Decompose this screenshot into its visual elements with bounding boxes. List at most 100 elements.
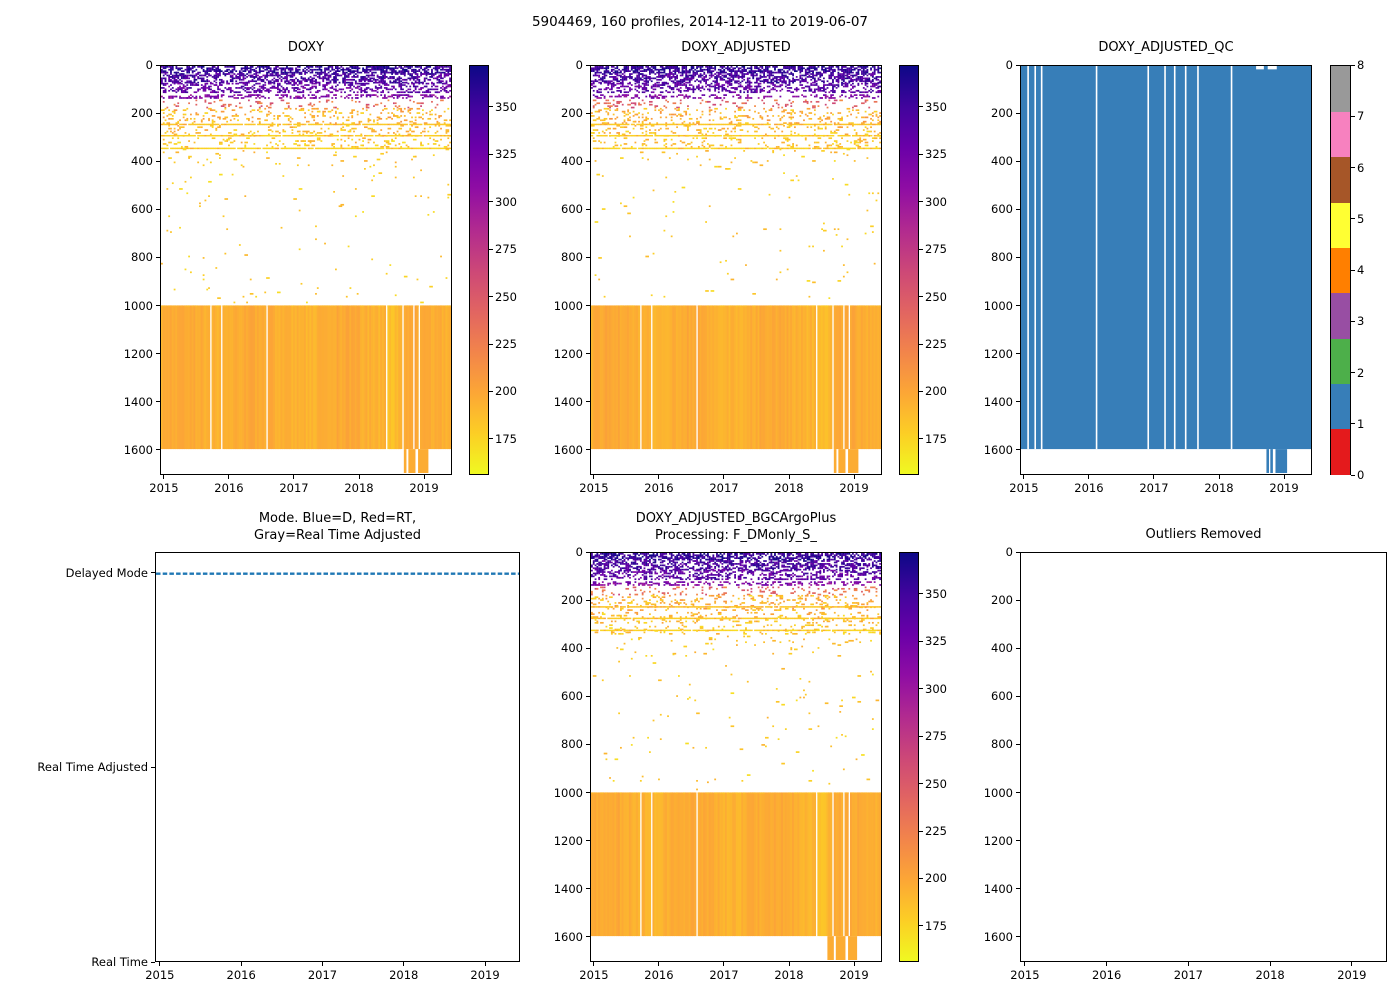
y-tick-mark: [586, 840, 590, 842]
y-tick-mark: [151, 961, 155, 963]
x-tick-label: 2017: [279, 481, 309, 495]
colorbar-tick-label: 175: [925, 918, 947, 933]
colorbar-tick-label: 6: [1357, 160, 1365, 175]
colorbar-tick-label: 325: [495, 147, 517, 162]
colorbar-tick-mark: [1351, 115, 1355, 117]
x-tick-label: 2016: [644, 481, 674, 495]
x-tick-mark: [1153, 475, 1155, 479]
y-tick-label: 1600: [983, 929, 1013, 944]
colorbar-tick-mark: [1351, 64, 1355, 66]
colorbar-tick-mark: [919, 877, 923, 879]
x-tick-label: 2017: [709, 968, 739, 982]
colorbar-tick-label: 300: [925, 681, 947, 696]
colorbar-tick-label: 275: [925, 242, 947, 257]
y-tick-label: 1400: [123, 394, 153, 409]
y-tick-mark: [586, 551, 590, 553]
x-tick-label: 2017: [1173, 968, 1204, 982]
colorbar-tick-label: 200: [925, 871, 947, 886]
x-tick-label: 2015: [149, 481, 179, 495]
x-tick-mark: [163, 475, 165, 479]
figure-title: 5904469, 160 profiles, 2014-12-11 to 201…: [531, 14, 869, 30]
x-tick-mark: [240, 962, 242, 966]
y-tick-mark: [586, 256, 590, 258]
y-tick-label: 600: [991, 202, 1013, 217]
colorbar-tick-label: 175: [925, 431, 947, 446]
y-tick-mark: [586, 792, 590, 794]
colorbar-tick-label: 325: [925, 634, 947, 649]
colorbar-tick-mark: [919, 438, 923, 440]
x-tick-label: 2018: [1204, 481, 1234, 495]
colorbar-tick-label: 225: [925, 337, 947, 352]
x-tick-mark: [1269, 962, 1271, 966]
y-tick-label: Delayed Mode: [65, 565, 148, 580]
x-tick-mark: [403, 962, 405, 966]
y-tick-mark: [156, 64, 160, 66]
qc-colorbar-segment-2: [1331, 338, 1350, 384]
y-tick-mark: [1016, 401, 1020, 403]
colorbar-tick-label: 275: [495, 242, 517, 257]
y-tick-mark: [586, 888, 590, 890]
x-tick-mark: [853, 962, 855, 966]
y-tick-label: 600: [561, 202, 583, 217]
y-tick-mark: [1016, 353, 1020, 355]
colorbar-tick-label: 225: [925, 824, 947, 839]
x-tick-mark: [1218, 475, 1220, 479]
x-tick-label: 2019: [1269, 481, 1299, 495]
y-tick-label: 1400: [983, 881, 1013, 896]
y-tick-label: 1000: [553, 785, 583, 800]
x-tick-label: 2019: [409, 481, 439, 495]
y-tick-label: 1400: [553, 881, 583, 896]
colorbar-tick-mark: [1351, 167, 1355, 168]
y-tick-mark: [586, 112, 590, 114]
x-tick-label: 2019: [839, 481, 869, 495]
y-tick-label: 200: [991, 106, 1013, 121]
qc-discrete-colorbar: [1330, 65, 1351, 475]
x-tick-mark: [1023, 475, 1025, 479]
x-tick-mark: [228, 475, 230, 479]
subplot-title-doxy-adjusted: DOXY_ADJUSTED: [681, 40, 791, 55]
y-tick-mark: [156, 449, 160, 451]
colorbar-tick-label: 350: [925, 586, 947, 601]
colorbar-tick-label: 2: [1357, 365, 1365, 380]
x-tick-label: 2015: [579, 481, 609, 495]
x-tick-label: 2019: [839, 968, 869, 982]
y-tick-label: 200: [131, 106, 153, 121]
x-tick-label: 2015: [1010, 968, 1040, 982]
qc-colorbar-segment-1: [1331, 383, 1350, 430]
y-tick-mark: [586, 305, 590, 307]
y-tick-mark: [151, 572, 155, 574]
y-tick-label: 1200: [553, 346, 583, 361]
y-tick-label: 0: [575, 545, 583, 559]
x-tick-mark: [723, 962, 725, 966]
qc-colorbar-segment-4: [1331, 247, 1350, 294]
y-tick-mark: [1016, 695, 1020, 697]
y-tick-mark: [586, 695, 590, 697]
colorbar-tick-label: 7: [1357, 109, 1365, 124]
qc-colorbar-segment-6: [1331, 156, 1350, 203]
colorbar-tick-mark: [919, 640, 923, 642]
y-tick-mark: [156, 208, 160, 210]
colorbar-tick-mark: [489, 153, 493, 155]
colorbar-tick-mark: [919, 106, 923, 108]
y-tick-label: 200: [561, 106, 583, 121]
colorbar-tick-mark: [919, 343, 923, 345]
y-tick-label: 400: [131, 154, 153, 169]
y-tick-mark: [586, 936, 590, 938]
colorbar-tick-mark: [919, 688, 923, 690]
colorbar-tick-label: 300: [495, 194, 517, 209]
colorbar-tick-label: 350: [925, 99, 947, 114]
qc-colorbar-segment-7: [1331, 111, 1350, 158]
colorbar-tick-label: 4: [1357, 263, 1365, 277]
y-tick-label: 1000: [553, 298, 583, 313]
y-tick-mark: [1016, 888, 1020, 890]
x-tick-label: 2017: [307, 968, 338, 982]
colorbar-tick-mark: [489, 201, 493, 203]
subplot-title-outliers: Outliers Removed: [1145, 527, 1262, 542]
x-tick-label: 2019: [1337, 968, 1367, 982]
y-tick-label: 1600: [553, 442, 583, 457]
bgc-heatmap-canvas: [591, 553, 881, 961]
x-tick-label: 2016: [1074, 481, 1104, 495]
y-tick-mark: [1016, 840, 1020, 842]
x-tick-mark: [293, 475, 295, 479]
colorbar-tick-mark: [489, 438, 493, 440]
